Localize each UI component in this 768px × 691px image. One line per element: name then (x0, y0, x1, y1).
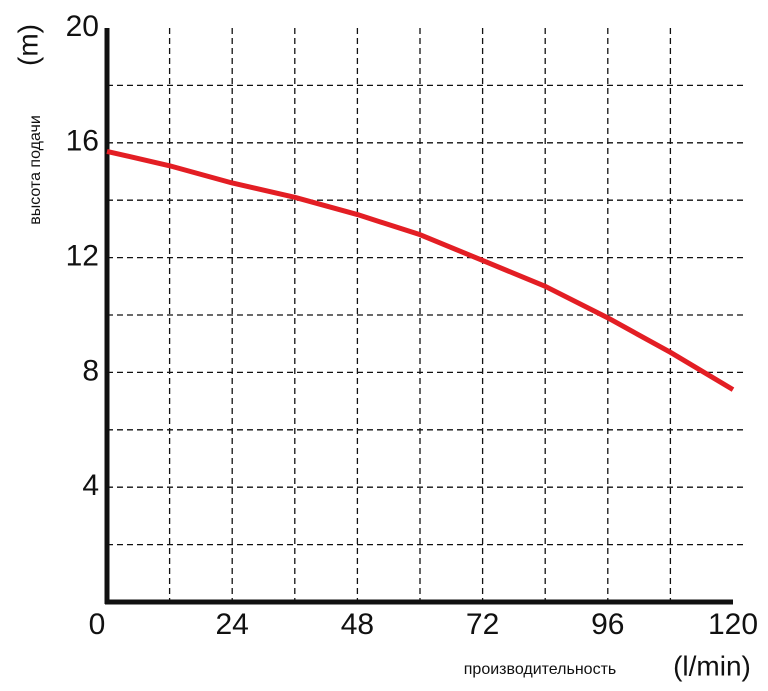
y-tick-label: 8 (82, 354, 99, 387)
y-tick-label: 12 (66, 240, 99, 273)
x-tick-label: 24 (216, 608, 249, 641)
x-tick-label: 48 (341, 608, 374, 641)
x-axis-unit: (l/min) (673, 650, 751, 681)
x-axis-label: производительность (464, 661, 616, 678)
y-tick-label: 16 (66, 125, 99, 158)
x-tick-label: 72 (466, 608, 499, 641)
y-tick-label: 20 (66, 10, 99, 43)
y-axis-label: высота подачи (27, 115, 44, 225)
x-tick-label: 120 (708, 608, 758, 641)
y-axis-unit: (m) (12, 24, 43, 66)
x-tick-label: 96 (591, 608, 624, 641)
y-tick-label: 4 (82, 469, 99, 502)
curve (106, 148, 735, 392)
x-tick-label: 0 (89, 608, 106, 641)
